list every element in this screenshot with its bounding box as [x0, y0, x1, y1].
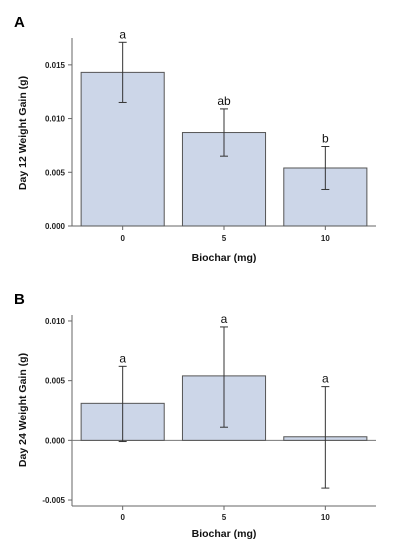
panel-a-x-axis-title: Biochar (mg): [192, 252, 257, 264]
panel-a-x-tick-label: 0: [120, 234, 125, 243]
panel-a-x-tick-label: 10: [321, 234, 330, 243]
panel-a-y-tick-label: 0.010: [45, 115, 66, 124]
panel-a-y-tick-label: 0.005: [45, 168, 66, 177]
panel-a-x-tick-label: 5: [222, 234, 227, 243]
panel-b-x-axis-title: Biochar (mg): [192, 528, 257, 540]
panel-a-significance-letter-0: a: [119, 27, 126, 41]
panel-b-label: B: [14, 291, 25, 308]
panel-a-y-axis-title: Day 12 Weight Gain (g): [17, 76, 29, 190]
panel-b-y-tick-label: 0.005: [45, 377, 66, 386]
panel-b-y-axis-title: Day 24 Weight Gain (g): [17, 353, 29, 467]
chart-panel-a: A Day 12 Weight Gain (g) Biochar (mg) 0.…: [14, 14, 376, 264]
panel-a-significance-letter-5: ab: [217, 94, 231, 108]
panel-b-y-tick-label: 0.000: [45, 436, 66, 445]
panel-b-significance-letter-10: a: [322, 372, 329, 386]
panel-b-x-tick-label: 0: [120, 513, 125, 522]
panel-b-significance-letter-5: a: [221, 312, 228, 326]
panel-a-significance-letter-10: b: [322, 132, 329, 146]
chart-panel-b: B Day 24 Weight Gain (g) Biochar (mg) -0…: [14, 291, 376, 540]
panel-b-x-tick-label: 10: [321, 513, 330, 522]
panel-b-y-tick-label: 0.010: [45, 317, 66, 326]
panel-a-y-tick-label: 0.015: [45, 61, 66, 70]
panel-a-y-tick-label: 0.000: [45, 222, 66, 231]
panel-b-x-tick-label: 5: [222, 513, 227, 522]
panel-b-significance-letter-0: a: [119, 351, 126, 365]
panel-a-label: A: [14, 14, 25, 31]
panel-b-y-tick-label: -0.005: [42, 496, 65, 505]
